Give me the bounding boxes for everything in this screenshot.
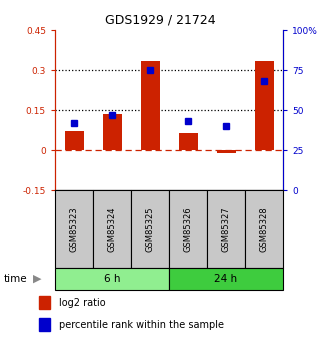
Bar xyxy=(65,131,83,150)
Text: GSM85327: GSM85327 xyxy=(221,206,230,252)
Text: time: time xyxy=(3,274,27,284)
Text: GDS1929 / 21724: GDS1929 / 21724 xyxy=(105,13,216,27)
Text: GSM85326: GSM85326 xyxy=(184,206,193,252)
Bar xyxy=(178,133,197,150)
Text: ▶: ▶ xyxy=(33,274,41,284)
Bar xyxy=(216,150,236,153)
Bar xyxy=(169,268,283,290)
Text: GSM85325: GSM85325 xyxy=(145,206,154,252)
Text: GSM85323: GSM85323 xyxy=(70,206,79,252)
Bar xyxy=(55,268,169,290)
Bar xyxy=(141,61,160,150)
Bar xyxy=(207,190,245,268)
Text: GSM85328: GSM85328 xyxy=(259,206,268,252)
Bar xyxy=(55,190,93,268)
Text: 6 h: 6 h xyxy=(104,274,120,284)
Bar xyxy=(93,190,131,268)
Bar xyxy=(255,61,273,150)
Bar xyxy=(131,190,169,268)
Bar xyxy=(102,114,122,150)
Bar xyxy=(245,190,283,268)
Bar xyxy=(169,190,207,268)
Text: percentile rank within the sample: percentile rank within the sample xyxy=(59,320,224,330)
Text: 24 h: 24 h xyxy=(214,274,238,284)
Text: GSM85324: GSM85324 xyxy=(108,206,117,252)
Text: log2 ratio: log2 ratio xyxy=(59,298,106,308)
